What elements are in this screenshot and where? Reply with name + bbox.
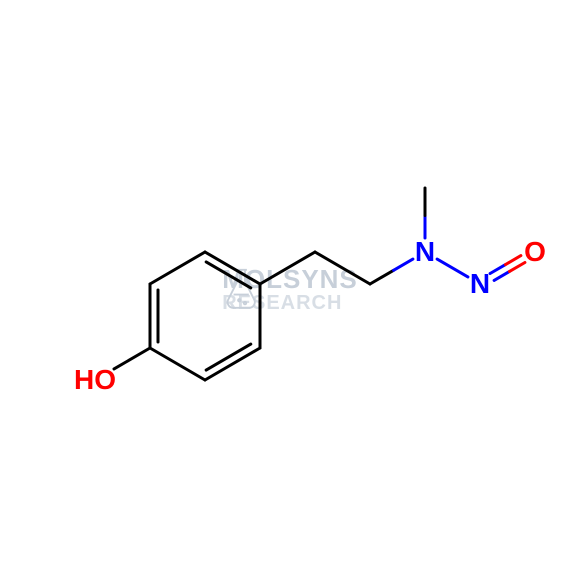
atom-label-o2: O xyxy=(524,238,546,266)
structure-canvas: MOLSYNS RESEARCH HONNO xyxy=(0,0,580,580)
bond-layer xyxy=(0,0,580,580)
atom-label-n1: N xyxy=(415,238,435,266)
atom-label-oh: HO xyxy=(74,366,116,394)
atom-label-n2: N xyxy=(470,270,490,298)
